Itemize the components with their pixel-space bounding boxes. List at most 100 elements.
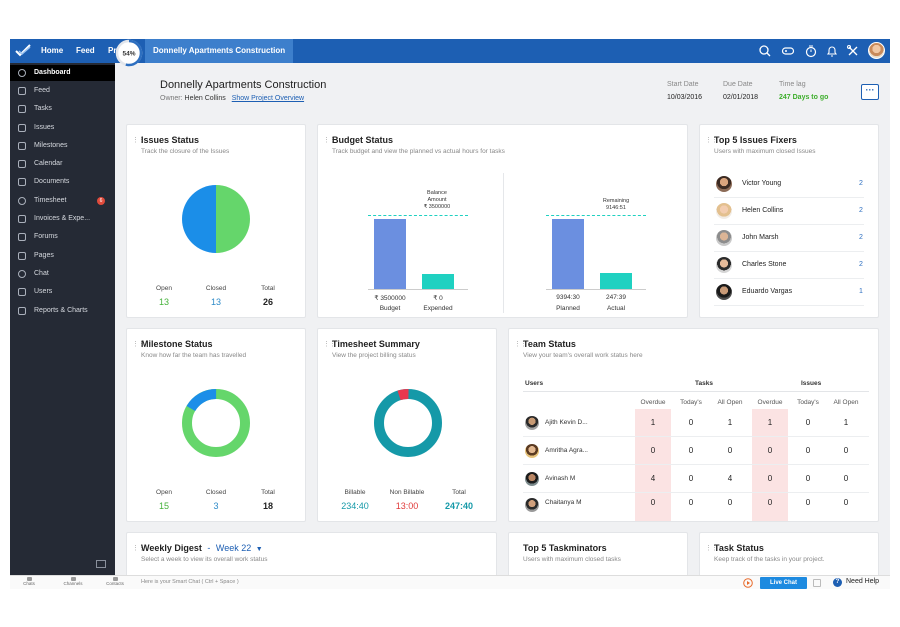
chats-tab[interactable]: Chats xyxy=(14,577,44,586)
app-logo-icon[interactable] xyxy=(14,43,32,59)
sidebar-item-pages[interactable]: Pages xyxy=(10,248,115,264)
tools-icon[interactable] xyxy=(846,44,860,58)
table-cell[interactable]: 0 xyxy=(767,474,773,483)
sidebar-item-calendar[interactable]: Calendar xyxy=(10,156,115,172)
timesheet-summary-card: ⋮⋮ Timesheet Summary View the project bi… xyxy=(317,328,497,522)
collapse-sidebar-icon[interactable] xyxy=(96,560,106,568)
sidebar-item-timesheet[interactable]: Timesheet 6 xyxy=(10,193,115,209)
table-row[interactable]: Amritha Agra... 0 0 0 0 0 0 xyxy=(523,437,869,465)
sidebar-item-tasks[interactable]: Tasks xyxy=(10,101,115,117)
axis-line xyxy=(368,289,468,290)
table-cell[interactable]: 0 xyxy=(805,474,811,483)
table-cell[interactable]: 0 xyxy=(805,498,811,507)
user-avatar[interactable] xyxy=(868,42,885,59)
fixer-row[interactable]: Eduardo Vargas 1 xyxy=(714,279,864,306)
fixer-count[interactable]: 1 xyxy=(859,288,863,295)
nav-feed[interactable]: Feed xyxy=(76,46,95,55)
drag-handle-icon[interactable]: ⋮⋮ xyxy=(514,341,527,348)
print-icon[interactable] xyxy=(813,579,821,587)
stat-label-open: Open xyxy=(156,489,172,496)
drag-handle-icon[interactable]: ⋮⋮ xyxy=(323,137,336,144)
table-cell[interactable]: 1 xyxy=(767,418,773,427)
table-cell[interactable]: 0 xyxy=(843,498,849,507)
table-cell[interactable]: 4 xyxy=(650,474,656,483)
fixer-count[interactable]: 2 xyxy=(859,207,863,214)
table-cell[interactable]: 0 xyxy=(688,498,694,507)
table-cell[interactable]: 0 xyxy=(650,446,656,455)
sidebar-item-dashboard[interactable]: Dashboard xyxy=(10,65,115,81)
sidebar-item-issues[interactable]: Issues xyxy=(10,120,115,136)
table-row[interactable]: Avinash M 4 0 4 0 0 0 xyxy=(523,465,869,493)
fixer-row[interactable]: John Marsh 2 xyxy=(714,225,864,252)
actual-label: Actual xyxy=(606,305,626,312)
tab-label: Chats xyxy=(23,581,35,586)
stat-value-closed: 13 xyxy=(210,297,221,307)
week-selector[interactable]: Week 22 xyxy=(215,543,252,553)
table-cell[interactable]: 0 xyxy=(650,498,656,507)
gamepad-icon[interactable] xyxy=(781,44,795,58)
sidebar-item-chat[interactable]: Chat xyxy=(10,266,115,282)
table-row[interactable]: Chaitanya M 0 0 0 0 0 0 xyxy=(523,493,869,521)
table-row[interactable]: Ajith Kevin D... 1 0 1 1 0 1 xyxy=(523,409,869,437)
fixer-row[interactable]: Victor Young 2 xyxy=(714,171,864,198)
table-cell[interactable]: 0 xyxy=(805,418,811,427)
nav-current-project[interactable]: Donnelly Apartments Construction xyxy=(145,39,294,63)
sidebar-item-documents[interactable]: Documents xyxy=(10,174,115,190)
table-cell[interactable]: 0 xyxy=(805,446,811,455)
search-icon[interactable] xyxy=(758,44,772,58)
more-options-button[interactable]: ··· xyxy=(861,84,879,100)
table-cell[interactable]: 0 xyxy=(727,446,733,455)
bell-icon[interactable] xyxy=(825,44,839,58)
table-cell[interactable]: 0 xyxy=(767,498,773,507)
live-chat-button[interactable]: Live Chat xyxy=(760,577,807,589)
play-icon[interactable] xyxy=(743,578,753,588)
drag-handle-icon[interactable]: ⋮⋮ xyxy=(132,341,145,348)
need-help-button[interactable]: ? Need Help xyxy=(833,578,879,587)
table-cell[interactable]: 1 xyxy=(650,418,656,427)
smart-chat-input[interactable]: Here is your Smart Chat ( Ctrl + Space ) xyxy=(141,579,239,585)
timer-icon[interactable] xyxy=(804,44,818,58)
table-cell[interactable]: 4 xyxy=(727,474,733,483)
fixer-count[interactable]: 2 xyxy=(859,234,863,241)
drag-handle-icon[interactable]: ⋮⋮ xyxy=(705,545,718,552)
show-overview-link[interactable]: Show Project Overview xyxy=(231,95,305,102)
stat-label-non-billable: Non Billable xyxy=(389,489,425,496)
sidebar-item-milestones[interactable]: Milestones xyxy=(10,138,115,154)
table-cell[interactable]: 1 xyxy=(843,418,849,427)
sidebar-item-users[interactable]: Users xyxy=(10,284,115,300)
fixer-count[interactable]: 2 xyxy=(859,261,863,268)
start-date-label: Start Date xyxy=(667,81,699,88)
drag-handle-icon[interactable]: ⋮⋮ xyxy=(132,545,145,552)
card-subtitle: View your team's overall work status her… xyxy=(523,352,643,359)
table-cell[interactable]: 0 xyxy=(843,474,849,483)
fixer-count[interactable]: 2 xyxy=(859,180,863,187)
table-cell[interactable]: 0 xyxy=(843,446,849,455)
table-cell[interactable]: 0 xyxy=(688,474,694,483)
chevron-down-icon[interactable]: ▼ xyxy=(255,546,263,553)
nav-home[interactable]: Home xyxy=(41,46,64,55)
sidebar-item-forums[interactable]: Forums xyxy=(10,229,115,245)
drag-handle-icon[interactable]: ⋮⋮ xyxy=(705,137,718,144)
fixer-row[interactable]: Helen Collins 2 xyxy=(714,198,864,225)
sidebar-item-feed[interactable]: Feed xyxy=(10,83,115,99)
channels-tab[interactable]: Channels xyxy=(58,577,88,586)
table-cell[interactable]: 1 xyxy=(727,418,733,427)
due-date-value: 02/01/2018 xyxy=(723,94,759,101)
table-cell[interactable]: 0 xyxy=(688,446,694,455)
pie-slice-closed xyxy=(216,185,250,253)
milestone-status-card: ⋮⋮ Milestone Status Know how far the tea… xyxy=(126,328,306,522)
contacts-tab[interactable]: Contacts xyxy=(100,577,130,586)
fixer-row[interactable]: Charles Stone 2 xyxy=(714,252,864,279)
table-cell[interactable]: 0 xyxy=(767,446,773,455)
sidebar-item-reports[interactable]: Reports & Charts xyxy=(10,303,115,319)
table-cell[interactable]: 0 xyxy=(688,418,694,427)
sidebar: Dashboard Feed Tasks Issues Milestones C… xyxy=(10,63,115,575)
forum-icon xyxy=(18,233,26,241)
drag-handle-icon[interactable]: ⋮⋮ xyxy=(132,137,145,144)
donut-segment-non-billable xyxy=(374,389,442,457)
sidebar-item-invoices[interactable]: Invoices & Expe... xyxy=(10,211,115,227)
bug-icon xyxy=(18,124,26,132)
drag-handle-icon[interactable]: ⋮⋮ xyxy=(323,341,336,348)
card-title: Weekly Digest - Week 22 ▼ xyxy=(141,543,263,553)
table-cell[interactable]: 0 xyxy=(727,498,733,507)
